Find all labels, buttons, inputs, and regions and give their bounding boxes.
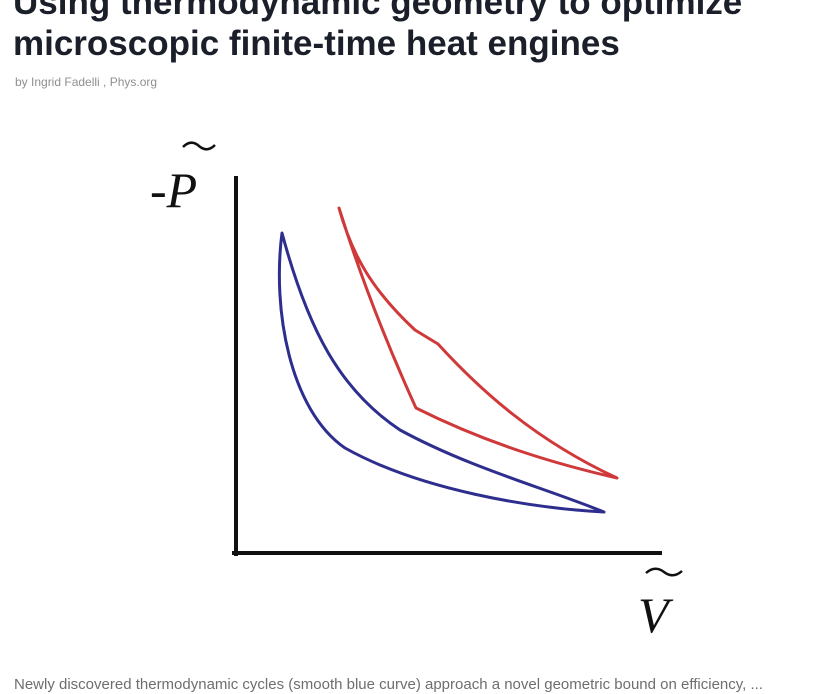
figure-caption: Newly discovered thermodynamic cycles (s… — [14, 676, 763, 693]
y-axis-tilde-icon — [182, 141, 216, 151]
y-axis-label: -P — [150, 141, 216, 218]
y-axis-label-text: -P — [150, 162, 197, 218]
article-title-line-1: Using thermodynamic geometry to optimize — [13, 0, 743, 22]
smooth-cycle-curve — [277, 231, 606, 514]
article-title: Using thermodynamic geometry to optimize… — [13, 0, 813, 64]
article-byline: by Ingrid Fadelli , Phys.org — [15, 75, 158, 89]
angular-cycle-curve — [337, 206, 619, 480]
article-title-line-2: microscopic finite-time heat engines — [13, 24, 620, 63]
x-axis-label-text: V — [638, 587, 674, 643]
x-axis-tilde-icon — [645, 567, 683, 577]
x-axis-label: V — [638, 567, 683, 643]
